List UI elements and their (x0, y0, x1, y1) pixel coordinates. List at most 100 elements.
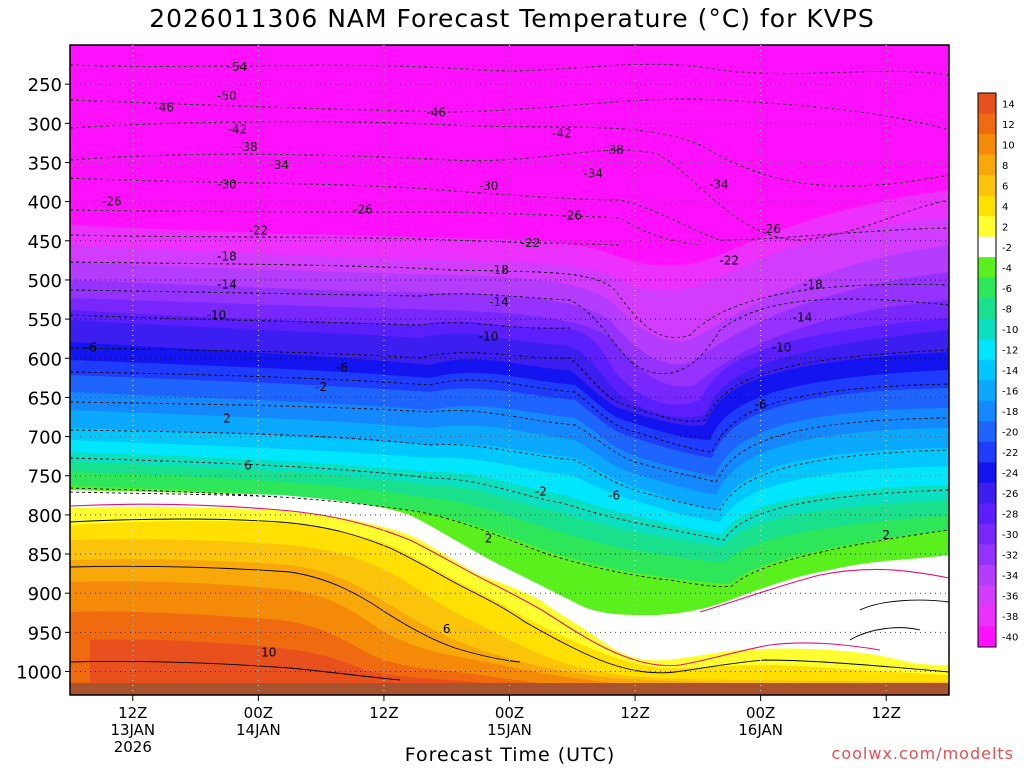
contour-label: -10 (772, 340, 792, 354)
contour-label: -38 (238, 140, 258, 154)
colorbar-swatch (978, 318, 996, 340)
y-tick-label: 1000 (16, 663, 62, 684)
y-axis: 250 300 350 400 450 500 550 600 650 700 750 800 850 9… (16, 75, 70, 684)
colorbar-swatch (978, 277, 996, 299)
contour-label: 2 (882, 528, 890, 542)
colorbar-swatch (978, 113, 996, 135)
colorbar-label: 6 (1002, 181, 1008, 192)
contour-lines (70, 63, 949, 681)
y-tick-label: 300 (28, 114, 62, 135)
colorbar-label: -18 (1002, 407, 1018, 418)
contour-label: -2 (315, 380, 327, 394)
y-tick-label: 550 (28, 310, 62, 331)
colorbar-swatch (978, 400, 996, 422)
contour-label: 6 (443, 622, 451, 636)
contour-label: -6 (85, 340, 97, 354)
colorbar-frame (977, 92, 997, 648)
contour-label: 6 (244, 459, 252, 473)
x-tick-label: 14JAN (236, 721, 281, 739)
y-tick-label: 450 (28, 232, 62, 253)
colorbar-swatch (978, 216, 996, 238)
colorbar-label: -10 (1002, 325, 1018, 336)
colorbar-swatch (978, 523, 996, 545)
contour-label: -22 (521, 236, 541, 250)
colorbar-label: -4 (1002, 263, 1012, 274)
x-tick-label: 2026 (114, 738, 152, 756)
x-tick-label: 00Z (746, 704, 775, 722)
contour-label: -30 (217, 177, 237, 191)
contour-labels: -54-50-46 -46-42 -42-38 -38-34-34-34-30 -30-… (85, 60, 890, 660)
contour-label: -34 (583, 166, 603, 180)
colorbar-label: -14 (1002, 366, 1018, 377)
colorbar-swatch (978, 605, 996, 627)
colorbar-swatch (978, 154, 996, 176)
contour-label: -6 (755, 397, 767, 411)
x-tick-label: 12Z (620, 704, 649, 722)
contour-label: 2 (485, 531, 493, 545)
contour-label: -18 (803, 278, 823, 292)
y-tick-label: 250 (28, 75, 62, 96)
y-tick-label: 650 (28, 388, 62, 409)
x-tick-label: 16JAN (738, 721, 783, 739)
contour-label: -26 (353, 202, 373, 216)
y-tick-label: 750 (28, 467, 62, 488)
contour-label: -50 (217, 89, 237, 103)
watermark: coolwx.com/modelts (831, 744, 1014, 763)
y-tick-label: 850 (28, 545, 62, 566)
colorbar-label: -34 (1002, 571, 1018, 582)
colorbar-label: 2 (1002, 222, 1008, 233)
colorbar-label: -20 (1002, 428, 1018, 439)
colorbar-label: -28 (1002, 510, 1018, 521)
y-tick-label: 350 (28, 153, 62, 174)
contour-label: -6 (336, 361, 348, 375)
colorbar-label: 4 (1002, 202, 1008, 213)
contour-label: -22 (719, 253, 739, 267)
contour-label: -42 (228, 123, 248, 137)
grid-lines (70, 45, 949, 695)
colorbar-swatch (978, 236, 996, 258)
contour-label: -2 (535, 484, 547, 498)
colorbar-label: -22 (1002, 448, 1018, 459)
colorbar-label: -36 (1002, 592, 1018, 603)
contour-label: -22 (249, 224, 269, 238)
ground-bar (70, 683, 949, 695)
colorbar-swatch (978, 380, 996, 402)
contour-label: -26 (761, 222, 781, 236)
plot-area (70, 45, 949, 695)
colorbar-swatch (978, 175, 996, 197)
contour-label: -46 (426, 105, 446, 119)
x-tick-label: 12Z (872, 704, 901, 722)
colorbar-label: -30 (1002, 530, 1018, 541)
contour-label: -18 (489, 263, 509, 277)
colorbar-swatch (978, 564, 996, 586)
colorbar-label: -40 (1002, 633, 1018, 644)
contour-label: -10 (207, 308, 227, 322)
colorbar-swatch (978, 421, 996, 443)
contour-label: -18 (217, 249, 237, 263)
colorbar-label: -12 (1002, 345, 1018, 356)
colorbar-label: -6 (1002, 284, 1012, 295)
y-tick-label: 500 (28, 271, 62, 292)
contour-label: -14 (793, 311, 813, 325)
colorbar-label: -26 (1002, 489, 1018, 500)
contour-label: -14 (489, 295, 509, 309)
colorbar-swatch (978, 544, 996, 566)
x-tick-label: 12Z (118, 704, 147, 722)
colorbar-label: 10 (1002, 140, 1015, 151)
chart-title: 2026011306 NAM Forecast Temperature (°C)… (149, 4, 875, 33)
contour-label: -10 (479, 329, 499, 343)
contour-label: -14 (217, 278, 237, 292)
x-axis-label: Forecast Time (UTC) (404, 744, 616, 766)
x-tick-label: 12Z (369, 704, 398, 722)
colorbar-legend: 14 12 10 8 6 4 2 -2 -4 -6 -8 -10 -12 -14 -16 -18 -20 -22 -… (977, 92, 1018, 648)
colorbar-swatch (978, 626, 996, 648)
contour-label: 2 (223, 412, 231, 426)
colorbar-swatch (978, 585, 996, 607)
contour-label: -6 (608, 488, 620, 502)
y-tick-label: 600 (28, 349, 62, 370)
colorbar-swatch (978, 503, 996, 525)
colorbar-swatch (978, 482, 996, 504)
y-tick-label: 400 (28, 193, 62, 214)
